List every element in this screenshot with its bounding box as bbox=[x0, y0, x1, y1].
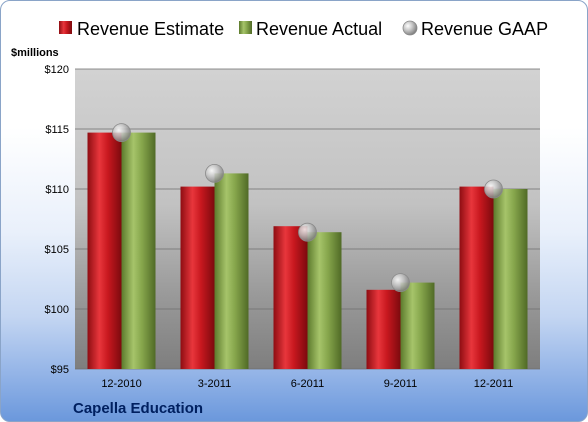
marker-revenue-gaap bbox=[205, 163, 224, 183]
legend-label-revenue-estimate: Revenue Estimate bbox=[77, 19, 224, 39]
bar-revenue-actual bbox=[493, 189, 528, 369]
y-axis-ticks: $95 $100 $105 $110 $115 $120 bbox=[45, 64, 69, 376]
legend-label-revenue-actual: Revenue Actual bbox=[256, 19, 382, 39]
y-tick-label: $110 bbox=[45, 184, 69, 196]
bar-revenue-estimate bbox=[180, 186, 215, 369]
bar-revenue-actual bbox=[307, 232, 342, 369]
legend-label-revenue-gaap: Revenue GAAP bbox=[421, 19, 548, 39]
company-name: Capella Education bbox=[73, 400, 203, 417]
x-tick-label: 12-2010 bbox=[101, 378, 141, 390]
bar-revenue-estimate bbox=[459, 186, 494, 369]
y-axis-unit-label: $millions bbox=[11, 47, 59, 59]
gaap-markers bbox=[112, 123, 503, 293]
y-tick-label: $105 bbox=[45, 244, 69, 256]
bar-revenue-estimate bbox=[366, 289, 401, 369]
x-tick-label: 12-2011 bbox=[474, 378, 514, 390]
legend-swatch-revenue-estimate bbox=[59, 21, 72, 34]
legend-swatch-revenue-actual bbox=[239, 21, 252, 34]
x-axis-ticks: 12-2010 3-2011 6-2011 9-2011 12-2011 bbox=[101, 378, 513, 390]
bar-revenue-actual bbox=[214, 173, 249, 369]
y-tick-label: $115 bbox=[45, 124, 69, 136]
y-tick-label: $95 bbox=[51, 364, 69, 376]
bar-revenue-estimate bbox=[87, 132, 122, 369]
marker-revenue-gaap bbox=[112, 123, 131, 143]
legend: Revenue Estimate Revenue Actual Revenue … bbox=[59, 19, 548, 39]
legend-marker-revenue-gaap bbox=[402, 20, 418, 36]
bar-revenue-estimate bbox=[273, 226, 308, 369]
marker-revenue-gaap bbox=[484, 179, 503, 199]
x-tick-label: 9-2011 bbox=[384, 378, 417, 390]
bars bbox=[87, 132, 528, 369]
y-tick-label: $100 bbox=[45, 304, 69, 316]
y-tick-label: $120 bbox=[45, 64, 69, 76]
marker-revenue-gaap bbox=[298, 222, 317, 242]
x-tick-label: 3-2011 bbox=[198, 378, 231, 390]
bar-revenue-actual bbox=[121, 132, 156, 369]
marker-revenue-gaap bbox=[391, 273, 410, 293]
bar-revenue-actual bbox=[400, 282, 435, 369]
x-tick-label: 6-2011 bbox=[291, 378, 324, 390]
